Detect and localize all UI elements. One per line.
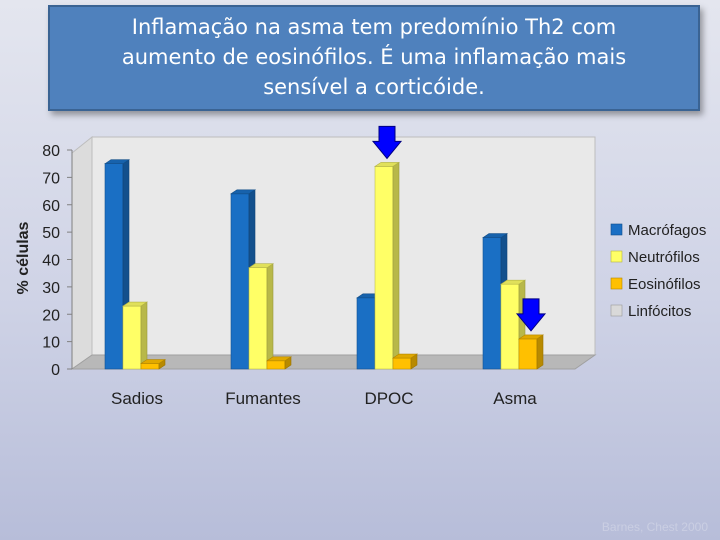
x-tick-label: Sadios	[111, 389, 163, 408]
bar-front	[374, 166, 394, 370]
bar-top	[140, 359, 166, 364]
legend-swatch	[610, 250, 623, 263]
bar-front	[266, 360, 286, 370]
legend-label: Macrófagos	[628, 222, 706, 239]
legend-item: Macrófagos	[610, 222, 706, 239]
bar-top	[122, 301, 148, 307]
bar-side	[266, 263, 274, 370]
x-axis: Sadios Fumantes DPOC Asma	[111, 389, 537, 408]
title-line-2: aumento de eosinófilos. É uma inflamação…	[121, 45, 627, 69]
bar-front	[392, 357, 412, 370]
legend-swatch	[610, 277, 623, 290]
legend: Macrófagos Neutrófilos Eosinófilos Linfócit…	[610, 222, 706, 320]
y-tick-label: 10	[42, 335, 60, 352]
x-tick-label: DPOC	[364, 389, 413, 408]
bar-eosinofilos-dpoc	[392, 353, 418, 370]
y-tick-label: 60	[42, 198, 60, 215]
bar-side	[536, 334, 544, 370]
legend-item: Linfócitos	[610, 303, 691, 320]
y-tick-label: 30	[42, 280, 60, 297]
arrow-down-icon	[371, 125, 403, 160]
y-tick-label: 50	[42, 225, 60, 242]
y-tick-label: 0	[51, 362, 60, 379]
y-tick-label: 40	[42, 253, 60, 270]
bar-front	[500, 283, 520, 370]
bar-top	[518, 334, 544, 340]
bar-eosinofilos-fumantes	[266, 356, 292, 370]
bar-neutrofilos-fumantes	[248, 263, 274, 370]
title-line-1: Inflamação na asma tem predomínio Th2 co…	[131, 15, 617, 39]
legend-item: Eosinófilos	[610, 276, 701, 293]
bar-side	[392, 161, 400, 370]
y-tick-label: 80	[42, 143, 60, 160]
bar-front	[518, 338, 538, 370]
plot-side-wall	[71, 135, 93, 370]
bar-front	[122, 305, 142, 370]
legend-swatch	[610, 223, 623, 236]
bar-top	[248, 263, 274, 269]
bar-front	[230, 193, 250, 370]
bar-front	[356, 297, 376, 370]
title-line-3: sensível a corticóide.	[263, 75, 485, 99]
watermark: Barnes, Chest 2000	[601, 520, 708, 534]
bar-neutrofilos-dpoc	[374, 161, 400, 370]
bar-top	[104, 159, 130, 164]
bar-neutrofilos-sadios	[122, 301, 148, 370]
bar-eosinofilos-sadios	[140, 358, 166, 370]
legend-label: Neutrófilos	[628, 249, 700, 266]
legend-label: Eosinófilos	[628, 276, 701, 293]
bar-top	[392, 353, 418, 359]
bar-eosinofilos-asma	[518, 334, 544, 370]
bar-front	[248, 267, 268, 370]
bars	[104, 159, 544, 370]
bar-top	[230, 189, 256, 195]
x-tick-label: Fumantes	[225, 389, 301, 408]
annotation-arrows	[371, 125, 547, 332]
legend-item: Neutrófilos	[610, 249, 700, 266]
legend-label: Linfócitos	[628, 303, 691, 320]
title-box: Inflamação na asma tem predomínio Th2 co…	[48, 5, 700, 111]
bar-front	[482, 237, 502, 370]
y-tick-label: 20	[42, 307, 60, 324]
legend-swatch	[610, 304, 623, 317]
y-axis-label: % células	[15, 221, 32, 294]
y-tick-label: 70	[42, 170, 60, 187]
bar-side	[140, 301, 148, 370]
y-axis: 0 10 20 30 40 50 60 70 80	[42, 143, 73, 379]
bar-top	[374, 162, 400, 167]
bar-top	[482, 233, 508, 238]
bar-front	[140, 363, 160, 370]
bar-macrofagos-sadios	[104, 159, 130, 370]
bar-front	[104, 163, 124, 370]
bar-top	[266, 356, 292, 362]
arrow-down-icon	[515, 298, 547, 332]
x-tick-label: Asma	[493, 389, 537, 408]
bar-top	[500, 279, 526, 285]
